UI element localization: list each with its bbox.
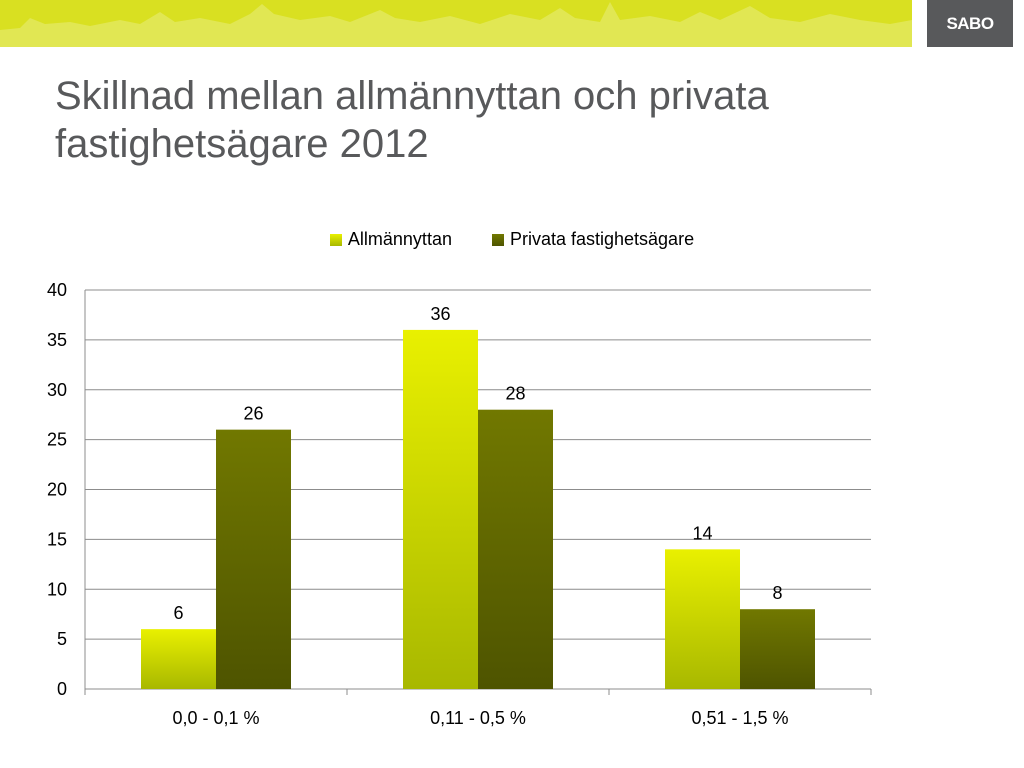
bar-privata xyxy=(740,609,815,689)
bars xyxy=(141,329,815,689)
y-tick-label: 40 xyxy=(47,280,67,300)
y-tick-label: 15 xyxy=(47,529,67,549)
x-category-label: 0,0 - 0,1 % xyxy=(172,708,259,728)
data-label: 14 xyxy=(692,523,712,543)
chart-legend: Allmännyttan Privata fastighetsägare xyxy=(0,229,1024,250)
labels: 0 5 10 15 20 25 30 35 40 6 26 0,0 - 0,1 % 36 28 0,11 -… xyxy=(47,280,789,728)
x-category-label: 0,51 - 1,5 % xyxy=(691,708,788,728)
legend-swatch-privata xyxy=(491,233,504,246)
bar-privata xyxy=(478,409,553,689)
y-tick-label: 0 xyxy=(57,679,67,699)
y-tick-label: 20 xyxy=(47,480,67,500)
sabo-logo: SABO xyxy=(927,0,1013,47)
y-tick-label: 5 xyxy=(57,629,67,649)
legend-swatch-allmannyttan xyxy=(329,233,342,246)
data-label: 26 xyxy=(243,404,263,424)
y-tick-label: 25 xyxy=(47,430,67,450)
data-label: 6 xyxy=(173,603,183,623)
header-banner xyxy=(0,0,912,47)
data-label: 28 xyxy=(505,384,525,404)
bar-privata xyxy=(216,429,291,689)
page-title: Skillnad mellan allmännyttan och privata… xyxy=(55,74,769,166)
legend-item-privata: Privata fastighetsägare xyxy=(491,229,695,250)
y-tick-label: 30 xyxy=(47,380,67,400)
y-tick-label: 10 xyxy=(47,579,67,599)
skyline-decoration xyxy=(0,2,912,47)
y-tick-label: 35 xyxy=(47,330,67,350)
logo-container: SABO xyxy=(916,0,1024,47)
data-label: 8 xyxy=(772,583,782,603)
legend-label-allmannyttan: Allmännyttan xyxy=(347,229,452,249)
data-label: 36 xyxy=(430,304,450,324)
bar-allmannyttan xyxy=(403,329,478,689)
legend-label-privata: Privata fastighetsägare xyxy=(509,229,695,249)
x-category-label: 0,11 - 0,5 % xyxy=(430,708,526,728)
legend-item-allmannyttan: Allmännyttan xyxy=(329,229,452,250)
bar-allmannyttan xyxy=(141,629,216,689)
bar-allmannyttan xyxy=(665,549,740,689)
